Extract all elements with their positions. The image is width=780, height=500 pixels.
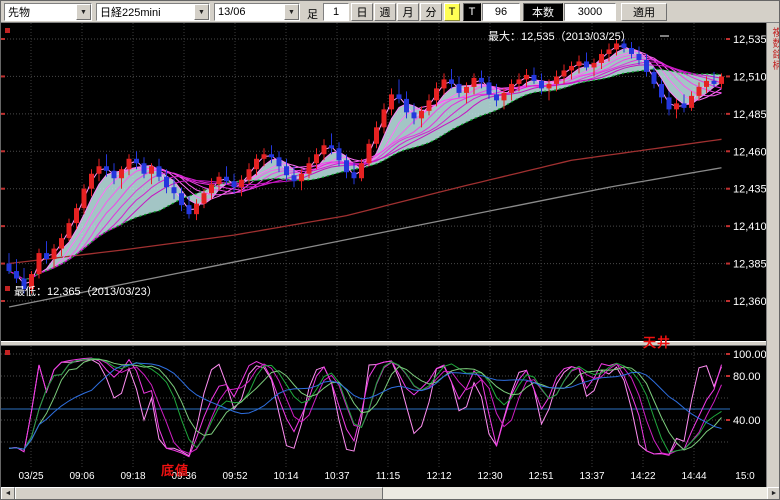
svg-text:40.00: 40.00 bbox=[733, 415, 761, 427]
x-axis-label: 13:37 bbox=[579, 471, 605, 482]
x-axis-label: 12:30 bbox=[477, 471, 503, 482]
dropdown-arrow-icon[interactable]: ▼ bbox=[76, 4, 91, 20]
timeframe-week-button[interactable]: 週 bbox=[374, 3, 396, 21]
tick-count-field[interactable]: 96 bbox=[482, 3, 520, 21]
bar-count-value: 3000 bbox=[577, 6, 603, 18]
min-annotation: 最低：12,365（2013/03/23） bbox=[14, 285, 158, 298]
side-tab-label: 複数銘柄 bbox=[770, 27, 780, 71]
long-ma-lines bbox=[8, 138, 722, 308]
x-axis-label: 14:22 bbox=[630, 471, 656, 482]
ma-ribbon bbox=[8, 45, 722, 285]
instrument-select[interactable]: 日経225mini ▼ bbox=[96, 3, 210, 21]
x-axis-label: 09:36 bbox=[171, 471, 197, 482]
bar-count-button[interactable]: 本数 bbox=[523, 3, 563, 21]
svg-text:12,360: 12,360 bbox=[733, 296, 766, 308]
x-axis-label: 14:44 bbox=[681, 471, 707, 482]
panel-divider[interactable] bbox=[1, 341, 766, 346]
horizontal-scrollbar[interactable]: ◄ ► bbox=[1, 487, 779, 499]
instrument-value: 日経225mini bbox=[100, 7, 161, 19]
bottom-annotation: 底値 bbox=[161, 463, 190, 478]
timeframe-month-button[interactable]: 月 bbox=[397, 3, 419, 21]
indicator-grid bbox=[1, 346, 730, 468]
toolbar: 先物 ▼ 日経225mini ▼ 13/06 ▼ 足 1 日 週 月 分 T T… bbox=[1, 1, 779, 23]
apply-button[interactable]: 適用 bbox=[621, 3, 667, 21]
x-axis-labels: 03/25 09:06 09:18 09:36 09:52 10:14 10:37 11:15… bbox=[1, 468, 766, 487]
x-axis-label: 12:51 bbox=[528, 471, 554, 482]
min-marker bbox=[5, 286, 10, 291]
x-axis-label: 10:14 bbox=[273, 471, 299, 482]
tick-mode-button[interactable]: T bbox=[444, 3, 460, 21]
scrollbar-thumb[interactable] bbox=[15, 487, 383, 499]
instrument-type-value: 先物 bbox=[8, 7, 30, 19]
ceiling-annotation: 天井 bbox=[643, 335, 672, 350]
candles-layer bbox=[6, 39, 724, 294]
tick-label-button[interactable]: T bbox=[463, 3, 481, 21]
indicator-axis: 100.00 80.00 40.00 bbox=[726, 349, 766, 427]
x-axis-label: 09:06 bbox=[69, 471, 95, 482]
bar-interval-field[interactable]: 1 bbox=[323, 3, 349, 21]
instrument-type-select[interactable]: 先物 ▼ bbox=[4, 3, 92, 21]
contract-month-value: 13/06 bbox=[218, 6, 246, 18]
svg-text:100.00: 100.00 bbox=[733, 349, 766, 361]
indicator-lines bbox=[8, 357, 722, 458]
bar-interval-value: 1 bbox=[332, 6, 340, 18]
x-axis-label: 11:15 bbox=[375, 471, 401, 482]
svg-text:12,485: 12,485 bbox=[733, 109, 766, 121]
panel-marker bbox=[5, 350, 10, 355]
x-axis-label: 10:37 bbox=[324, 471, 350, 482]
x-axis-label: 03/25 bbox=[18, 471, 44, 482]
x-axis-label: 09:18 bbox=[120, 471, 146, 482]
bar-type-label: 足 bbox=[307, 9, 318, 21]
svg-text:12,410: 12,410 bbox=[733, 221, 766, 233]
svg-text:12,385: 12,385 bbox=[733, 259, 766, 271]
svg-text:12,510: 12,510 bbox=[733, 71, 766, 83]
x-axis-label: 12:12 bbox=[426, 471, 452, 482]
svg-text:12,460: 12,460 bbox=[733, 146, 766, 158]
x-axis-label: 15:0 bbox=[735, 471, 755, 482]
panel-marker bbox=[5, 28, 10, 33]
x-axis-label: 09:52 bbox=[222, 471, 248, 482]
timeframe-minute-button[interactable]: 分 bbox=[420, 3, 442, 21]
dropdown-arrow-icon[interactable]: ▼ bbox=[284, 4, 299, 20]
bar-count-field[interactable]: 3000 bbox=[564, 3, 616, 21]
main-price-chart[interactable]: 12,535 12,510 12,485 12,460 12,435 12,410 12,3… bbox=[1, 23, 766, 341]
svg-text:80.00: 80.00 bbox=[733, 371, 761, 383]
svg-text:12,535: 12,535 bbox=[733, 34, 766, 46]
svg-text:12,435: 12,435 bbox=[733, 184, 766, 196]
contract-month-select[interactable]: 13/06 ▼ bbox=[214, 3, 300, 21]
max-annotation: 最大：12,535（2013/03/25） bbox=[488, 29, 632, 43]
timeframe-day-button[interactable]: 日 bbox=[351, 3, 373, 21]
chart-area: 12,535 12,510 12,485 12,460 12,435 12,410 12,3… bbox=[1, 23, 780, 487]
indicator-chart[interactable]: 100.00 80.00 40.00 bbox=[1, 346, 766, 468]
tick-count-value: 96 bbox=[494, 6, 508, 18]
green-dotted-ma bbox=[8, 68, 722, 281]
side-panel-tab[interactable]: 複数銘柄 bbox=[766, 23, 780, 487]
price-axis: 12,535 12,510 12,485 12,460 12,435 12,410 12,3… bbox=[733, 34, 766, 308]
scroll-right-button[interactable]: ► bbox=[767, 487, 779, 499]
scroll-left-button[interactable]: ◄ bbox=[1, 487, 15, 499]
dropdown-arrow-icon[interactable]: ▼ bbox=[194, 4, 209, 20]
